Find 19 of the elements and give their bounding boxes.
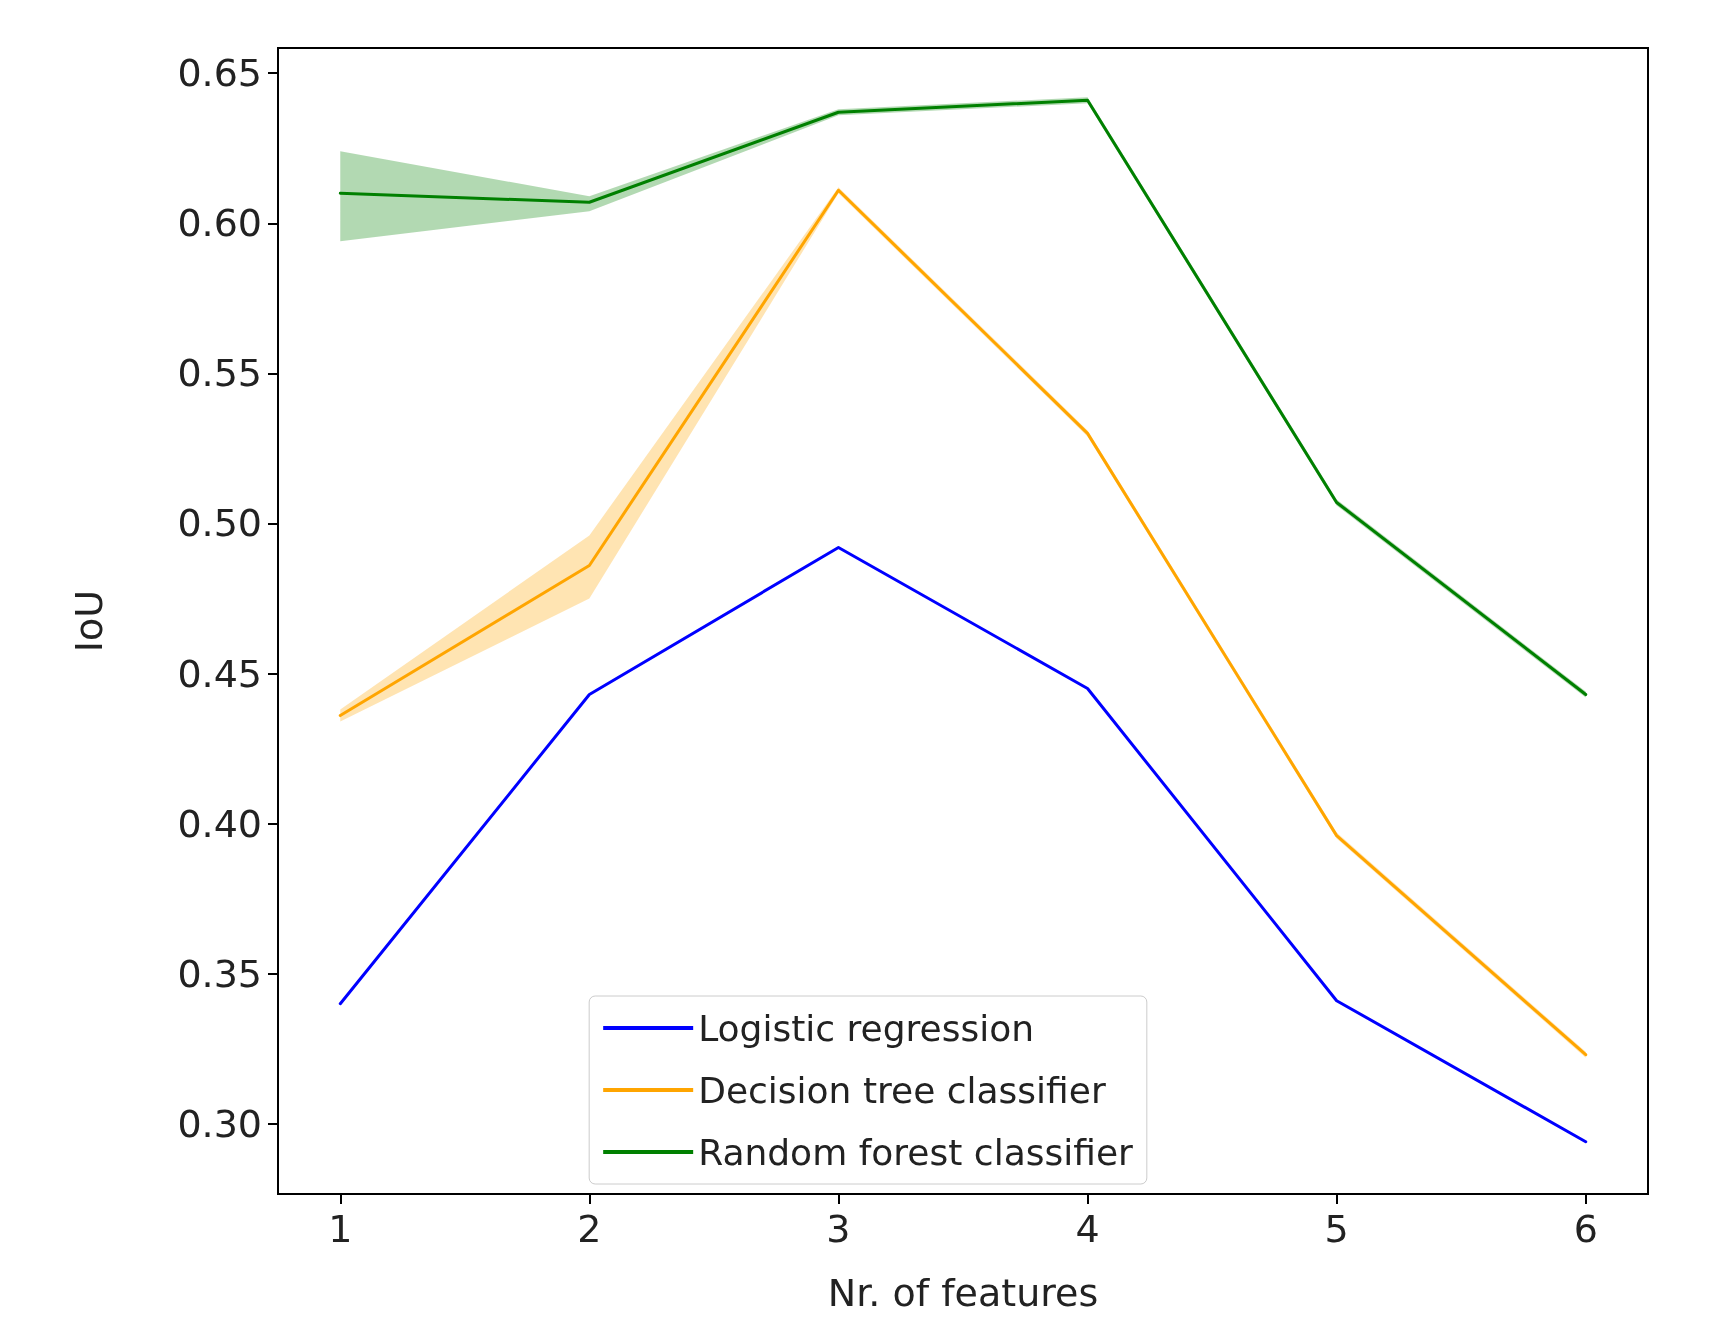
x-tick-label: 5 <box>1324 1207 1349 1251</box>
x-tick-label: 1 <box>328 1207 353 1251</box>
x-tick-label: 6 <box>1573 1207 1598 1251</box>
y-tick-label: 0.35 <box>177 951 262 996</box>
legend-label: Decision tree classifier <box>698 1069 1106 1111</box>
y-tick-label: 0.50 <box>177 501 262 546</box>
y-tick-label: 0.45 <box>177 651 262 696</box>
x-tick-label: 3 <box>826 1207 851 1251</box>
y-tick-label: 0.30 <box>177 1101 262 1146</box>
y-tick-label: 0.55 <box>177 351 262 396</box>
y-tick-label: 0.60 <box>177 201 262 246</box>
x-tick-label: 4 <box>1075 1207 1100 1251</box>
x-tick-label: 2 <box>577 1207 602 1251</box>
y-tick-label: 0.65 <box>177 51 262 96</box>
y-axis-title: IoU <box>67 589 111 653</box>
x-axis-title: Nr. of features <box>827 1271 1099 1315</box>
legend-label: Logistic regression <box>698 1007 1035 1049</box>
legend-label: Random forest classifier <box>698 1131 1134 1173</box>
y-tick-label: 0.40 <box>177 801 262 846</box>
